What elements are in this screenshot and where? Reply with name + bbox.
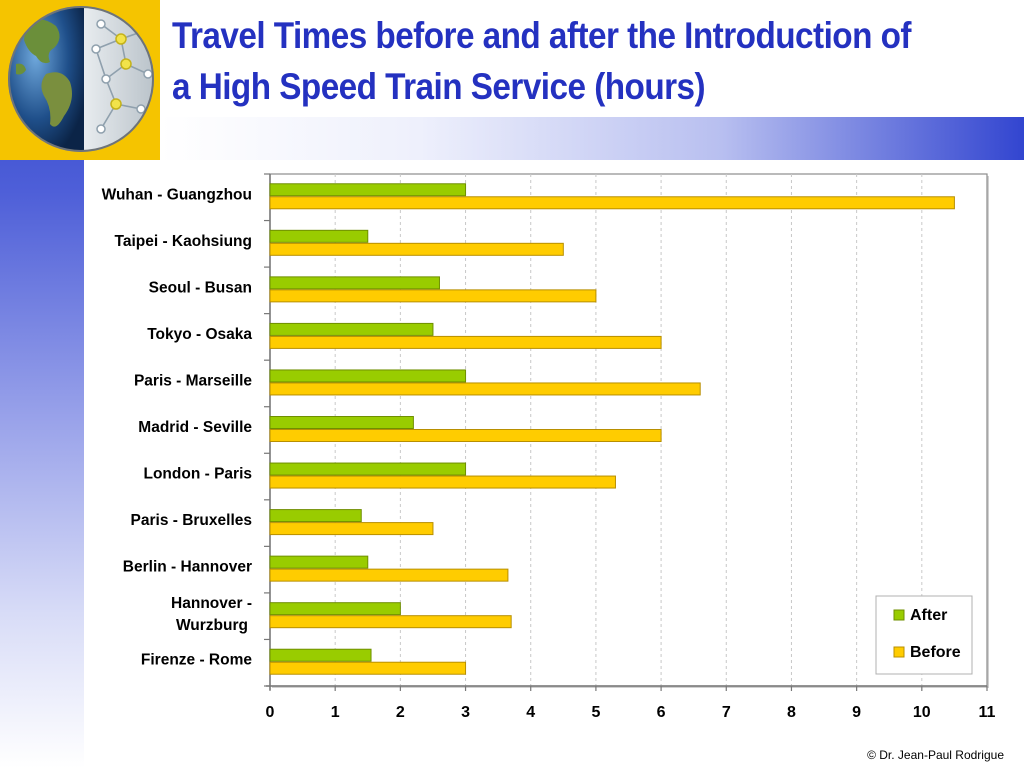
legend-box	[875, 595, 973, 675]
category-label: Seoul - Busan	[149, 279, 252, 296]
slide-title: Travel Times before and after the Introd…	[172, 10, 928, 112]
bar-after-9	[269, 555, 369, 569]
x-tick-label: 11	[979, 704, 996, 721]
header-gradient-band	[160, 117, 1024, 160]
title-line-2: a High Speed Train Service (hours)	[172, 66, 706, 107]
category-label: Wuhan - Guangzhou	[102, 186, 252, 203]
x-tick-label: 2	[396, 704, 405, 721]
legend-label-before: Before	[910, 644, 961, 661]
bar-before-3	[269, 289, 597, 303]
bar-before-9	[269, 568, 509, 582]
category-label: London - Paris	[144, 466, 253, 483]
bar-after-6	[269, 416, 414, 429]
bar-before-7	[269, 475, 616, 489]
bar-before-4	[269, 335, 662, 349]
bar-after-5	[269, 369, 467, 383]
x-tick-label: 8	[787, 704, 796, 721]
bar-after-1	[269, 183, 467, 197]
bar-after-7	[269, 462, 467, 476]
x-tick-label: 9	[852, 704, 861, 721]
title-line-1: Travel Times before and after the Introd…	[172, 15, 911, 56]
x-tick-label: 3	[461, 704, 470, 721]
category-label: Taipei - Kaohsiung	[115, 233, 253, 250]
bar-after-2	[269, 229, 369, 243]
bar-before-10	[269, 615, 512, 629]
globe-network-icon	[6, 4, 156, 154]
x-tick-label: 10	[913, 704, 931, 721]
x-tick-label: 1	[331, 704, 340, 721]
category-label: Paris - Marseille	[134, 372, 252, 389]
x-tick-label: 6	[657, 704, 666, 721]
bar-after-11	[269, 648, 372, 662]
bar-before-6	[269, 429, 662, 442]
bar-before-8	[269, 522, 434, 536]
x-tick-label: 7	[722, 704, 731, 721]
bar-after-4	[269, 322, 434, 336]
category-label: Madrid - Seville	[138, 419, 252, 436]
x-tick-label: 0	[266, 704, 275, 721]
bar-after-3	[269, 276, 440, 290]
bar-before-5	[269, 382, 701, 396]
bar-before-11	[269, 661, 467, 675]
legend-label-after: After	[910, 607, 947, 624]
category-label: Tokyo - Osaka	[147, 326, 252, 343]
bar-before-2	[269, 242, 564, 256]
bar-after-8	[269, 509, 362, 523]
x-tick-label: 4	[526, 704, 535, 721]
category-label: Berlin - Hannover	[123, 559, 252, 576]
category-label: Firenze - Rome	[141, 652, 252, 669]
bar-before-1	[269, 196, 955, 210]
bar-after-10	[269, 602, 401, 616]
category-label: Hannover -Wurzburg	[171, 595, 252, 634]
legend-swatch-before	[893, 646, 905, 658]
legend-swatch-after	[893, 609, 905, 621]
copyright-text: © Dr. Jean-Paul Rodrigue	[867, 748, 1004, 762]
x-tick-label: 5	[591, 704, 600, 721]
category-label: Paris - Bruxelles	[131, 512, 252, 529]
